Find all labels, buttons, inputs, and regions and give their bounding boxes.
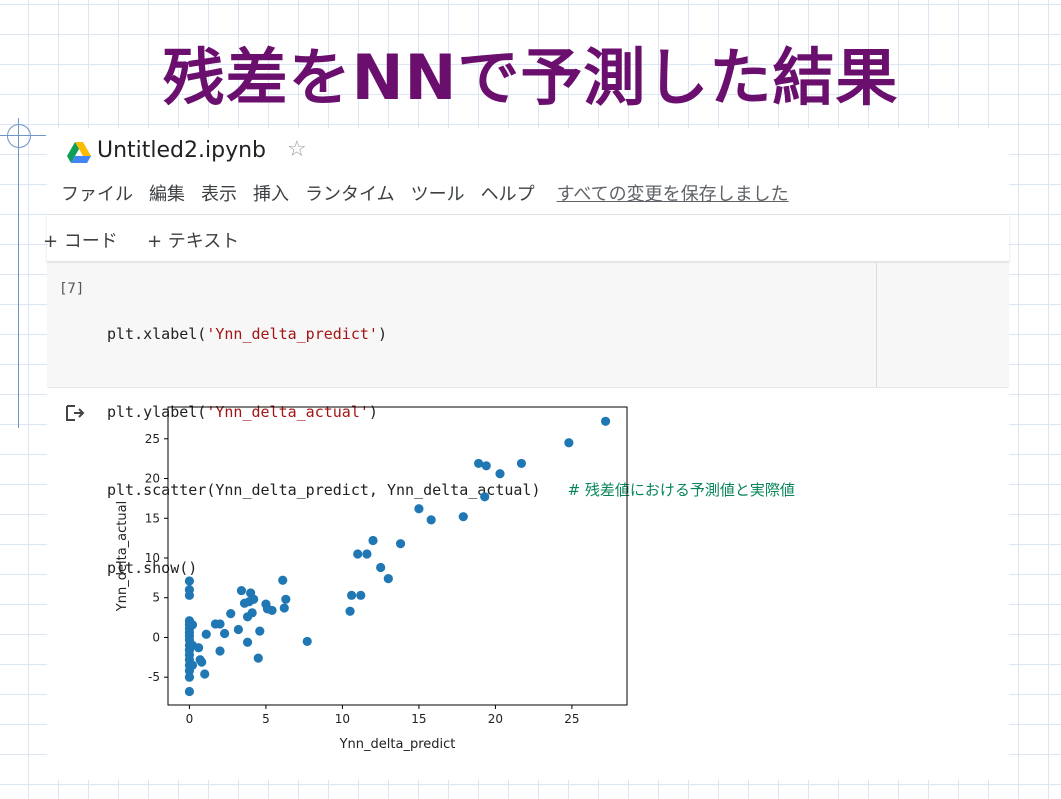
y-axis-label: Ynn_delta_actual [115,501,130,612]
scatter-point [414,504,424,514]
scatter-point [215,646,225,656]
scatter-point [201,629,211,639]
menu-view[interactable]: 表示 [201,184,237,205]
scatter-point [395,539,406,549]
scatter-point [255,626,265,636]
scatter-point [458,512,468,522]
y-tick-label: 20 [145,472,160,486]
add-code-button[interactable]: + コード [43,231,118,252]
scatter-point [279,603,289,613]
notebook-margin-tick [0,135,46,136]
notebook-filename[interactable]: Untitled2.ipynb [97,138,267,163]
scatter-point [281,594,291,604]
scatter-point [226,609,236,619]
scatter-point [187,660,198,670]
scatter-point [345,606,355,616]
x-tick-label: 15 [411,712,426,726]
scatter-point [383,574,393,584]
output-arrow-icon[interactable] [65,404,85,422]
scatter-point [200,669,210,679]
code-line: plt.scatter(Ynn_delta_predict, Ynn_delta… [107,481,795,499]
menu-insert[interactable]: 挿入 [253,184,289,205]
y-tick-label: -5 [148,670,160,684]
scatter-point [480,492,490,502]
code-line: plt.xlabel('Ynn_delta_predict') [107,325,387,343]
scatter-point [353,549,363,559]
x-tick-label: 0 [186,712,194,726]
scatter-point [362,549,372,559]
scatter-point [236,585,247,596]
menu-file[interactable]: ファイル [61,184,133,205]
scatter-point [368,535,378,546]
scatter-point [267,605,277,616]
menu-edit[interactable]: 編集 [149,184,185,205]
scatter-plot: 0 5 10 15 20 25 -5 0 5 10 15 20 25 Ynn_delta_predict… [115,406,628,752]
google-drive-icon [67,142,91,163]
y-tick-label: 15 [145,511,160,525]
scatter-point [347,590,357,600]
scatter-point [247,608,257,618]
x-tick-label: 10 [335,712,350,726]
scatter-point [184,590,195,600]
plot-frame [167,406,628,706]
y-tick-label: 25 [145,432,160,446]
code-editor[interactable]: plt.xlabel('Ynn_delta_predict') plt.ylab… [107,269,795,633]
scatter-point [376,562,386,573]
scatter-point [302,636,312,647]
scatter-point [233,624,243,635]
add-text-button[interactable]: + テキスト [147,231,240,252]
notebook-header: Untitled2.ipynb ☆ ファイル 編集 表示 挿入 ランタイム ツー… [47,128,1009,214]
save-status-link[interactable]: すべての変更を保存しました [556,184,789,205]
execution-count: [7] [59,281,85,297]
scatter-point [242,637,253,647]
x-tick-label: 25 [564,712,579,726]
notebook-margin-line [18,118,19,428]
scatter-point [184,672,195,682]
scatter-point [253,653,263,663]
star-icon[interactable]: ☆ [287,137,307,162]
scatter-point [495,469,505,479]
code-line: plt.show() [107,559,198,577]
code-cell[interactable]: [7] plt.xlabel('Ynn_delta_predict') plt.… [47,263,1009,577]
scatter-point [473,458,484,469]
scatter-point [564,438,574,448]
menu-runtime[interactable]: ランタイム [305,184,395,205]
scatter-point [356,590,366,600]
scatter-point [600,416,611,426]
menu-tools[interactable]: ツール [410,184,465,205]
x-tick-label: 20 [488,712,503,726]
menu-help[interactable]: ヘルプ [480,184,535,205]
cell-toolbar: + コード + テキスト [43,214,1009,262]
scatter-point [481,461,491,471]
notebook-margin-ring [7,124,31,148]
scatter-point [197,657,207,667]
menu-bar: ファイル 編集 表示 挿入 ランタイム ツール ヘルプ すべての変更を保存しまし… [61,180,805,206]
scatter-point [215,619,225,629]
colab-screenshot: Untitled2.ipynb ☆ ファイル 編集 表示 挿入 ランタイム ツー… [43,128,1009,780]
scatter-point [220,628,230,639]
scatter-point [187,620,198,630]
scatter-point [194,643,204,653]
x-tick-label: 5 [262,712,270,726]
slide-title: 残差をNNで予測した結果 [162,41,899,114]
y-tick-label: 10 [145,551,160,565]
scatter-point [184,576,195,586]
y-tick-label: 0 [152,630,160,644]
scatter-point [516,458,527,469]
scatter-point [426,515,436,525]
x-axis-label: Ynn_delta_predict [339,737,456,752]
scatter-point [249,594,259,604]
y-tick-label: 5 [152,591,160,605]
scatter-point [184,686,195,697]
scatter-point [278,575,288,585]
cell-divider [876,263,877,387]
